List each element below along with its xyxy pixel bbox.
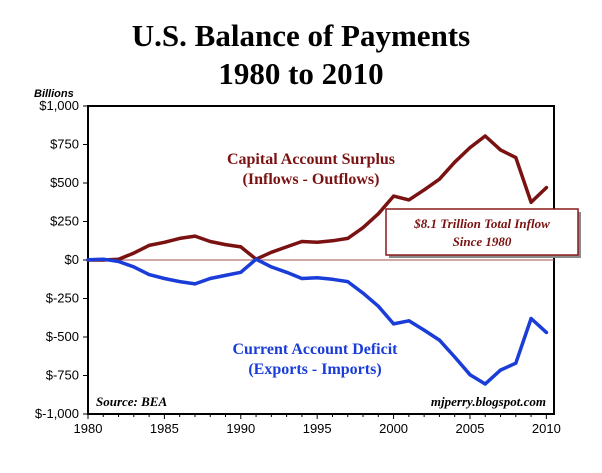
y-units-label: Billions (34, 88, 74, 100)
current-account-point (269, 265, 273, 269)
current-account-point (376, 304, 380, 308)
capital-label-line1: Capital Account Surplus (227, 151, 395, 168)
current-account-point (208, 276, 212, 281)
capital-account-point (376, 212, 380, 216)
current-account-point (315, 276, 319, 280)
capital-account-point (208, 239, 212, 244)
y-tick-label: $1,000 (39, 98, 79, 113)
y-tick-label: $500 (50, 175, 79, 190)
y-axis: $1,000 $750 $500 $250 $0 $-250 $-500 $-750 $-1,0… (35, 98, 88, 421)
current-account-point (147, 273, 151, 277)
capital-account-point (453, 160, 457, 164)
current-account-point (346, 279, 350, 284)
current-account-point (422, 328, 426, 332)
y-tick-label: $-500 (46, 329, 79, 344)
current-account-point (544, 330, 548, 334)
current-account-point (468, 373, 472, 377)
capital-account-point (223, 243, 228, 247)
y-tick-label: $-1,000 (35, 406, 79, 421)
capital-account-point (132, 251, 136, 255)
capital-account-point (239, 245, 243, 249)
capital-account-point (269, 250, 273, 254)
x-axis: 1980 1985 1990 1995 2000 2005 2010 (74, 414, 561, 436)
chart-title-line1: U.S. Balance of Payments (131, 18, 471, 53)
capital-account-point (178, 236, 182, 241)
current-account-point (483, 382, 487, 386)
capital-account-point (437, 177, 442, 181)
x-tick-label: 1980 (74, 421, 103, 436)
current-account-point (132, 265, 136, 269)
current-account-point (453, 355, 457, 359)
x-tick-label: 1985 (150, 421, 179, 436)
current-account-point (101, 257, 105, 261)
capital-account-point (315, 240, 319, 244)
source-label: Source: BEA (96, 394, 167, 409)
current-account-point (178, 279, 182, 284)
capital-account-point (193, 234, 197, 238)
capital-account-point (300, 239, 304, 244)
current-label-line1: Current Account Deficit (233, 341, 399, 358)
x-tick-label: 1990 (226, 421, 255, 436)
current-account-point (407, 319, 411, 323)
capital-account-point (407, 198, 411, 202)
x-tick-label: 1995 (303, 421, 332, 436)
current-account-point (223, 273, 228, 277)
current-account-point (254, 257, 258, 261)
current-account-point (193, 282, 197, 286)
capital-account-point (483, 134, 487, 138)
chart-title-line2: 1980 to 2010 (218, 56, 384, 91)
capital-account-point (147, 243, 151, 247)
total-inflow-callout (385, 208, 579, 256)
capital-account-point (330, 239, 335, 243)
x-tick-label: 2000 (379, 421, 408, 436)
callout-text-line2: Since 1980 (453, 234, 512, 249)
x-tick-label: 2010 (532, 421, 561, 436)
y-tick-label: $-750 (46, 368, 79, 383)
capital-account-point (529, 200, 533, 204)
current-account-point (285, 270, 289, 274)
current-account-point (437, 338, 442, 342)
current-account-point (391, 322, 396, 326)
capital-account-point (391, 194, 396, 198)
capital-account-point (361, 226, 365, 230)
y-tick-label: $0 (65, 252, 79, 267)
capital-account-point (498, 148, 503, 152)
capital-account-point (468, 145, 472, 150)
y-tick-label: $-250 (46, 291, 79, 306)
capital-label-line2: (Inflows - Outflows) (243, 171, 380, 188)
y-tick-label: $250 (50, 214, 79, 229)
current-account-point (514, 361, 518, 365)
credit-label: mjperry.blogspot.com (431, 394, 546, 409)
callout-text-line1: $8.1 Trillion Total Inflow (413, 216, 550, 231)
current-account-point (239, 270, 243, 274)
capital-account-point (544, 186, 548, 190)
capital-account-point (514, 155, 518, 160)
series-lines (86, 134, 549, 386)
current-account-point (116, 259, 121, 264)
capital-account-point (285, 245, 289, 249)
capital-account-point (162, 240, 166, 244)
current-label-line2: (Exports - Imports) (248, 361, 381, 378)
current-account-point (361, 291, 365, 295)
current-account-point (86, 258, 90, 262)
current-account-point (162, 276, 166, 281)
current-account-point (330, 277, 335, 281)
current-account-point (498, 368, 503, 372)
capital-account-point (422, 188, 426, 192)
current-account-point (300, 276, 304, 281)
x-tick-label: 2005 (456, 421, 485, 436)
current-account-point (529, 316, 533, 321)
y-tick-label: $750 (50, 137, 79, 152)
capital-account-point (346, 236, 350, 241)
